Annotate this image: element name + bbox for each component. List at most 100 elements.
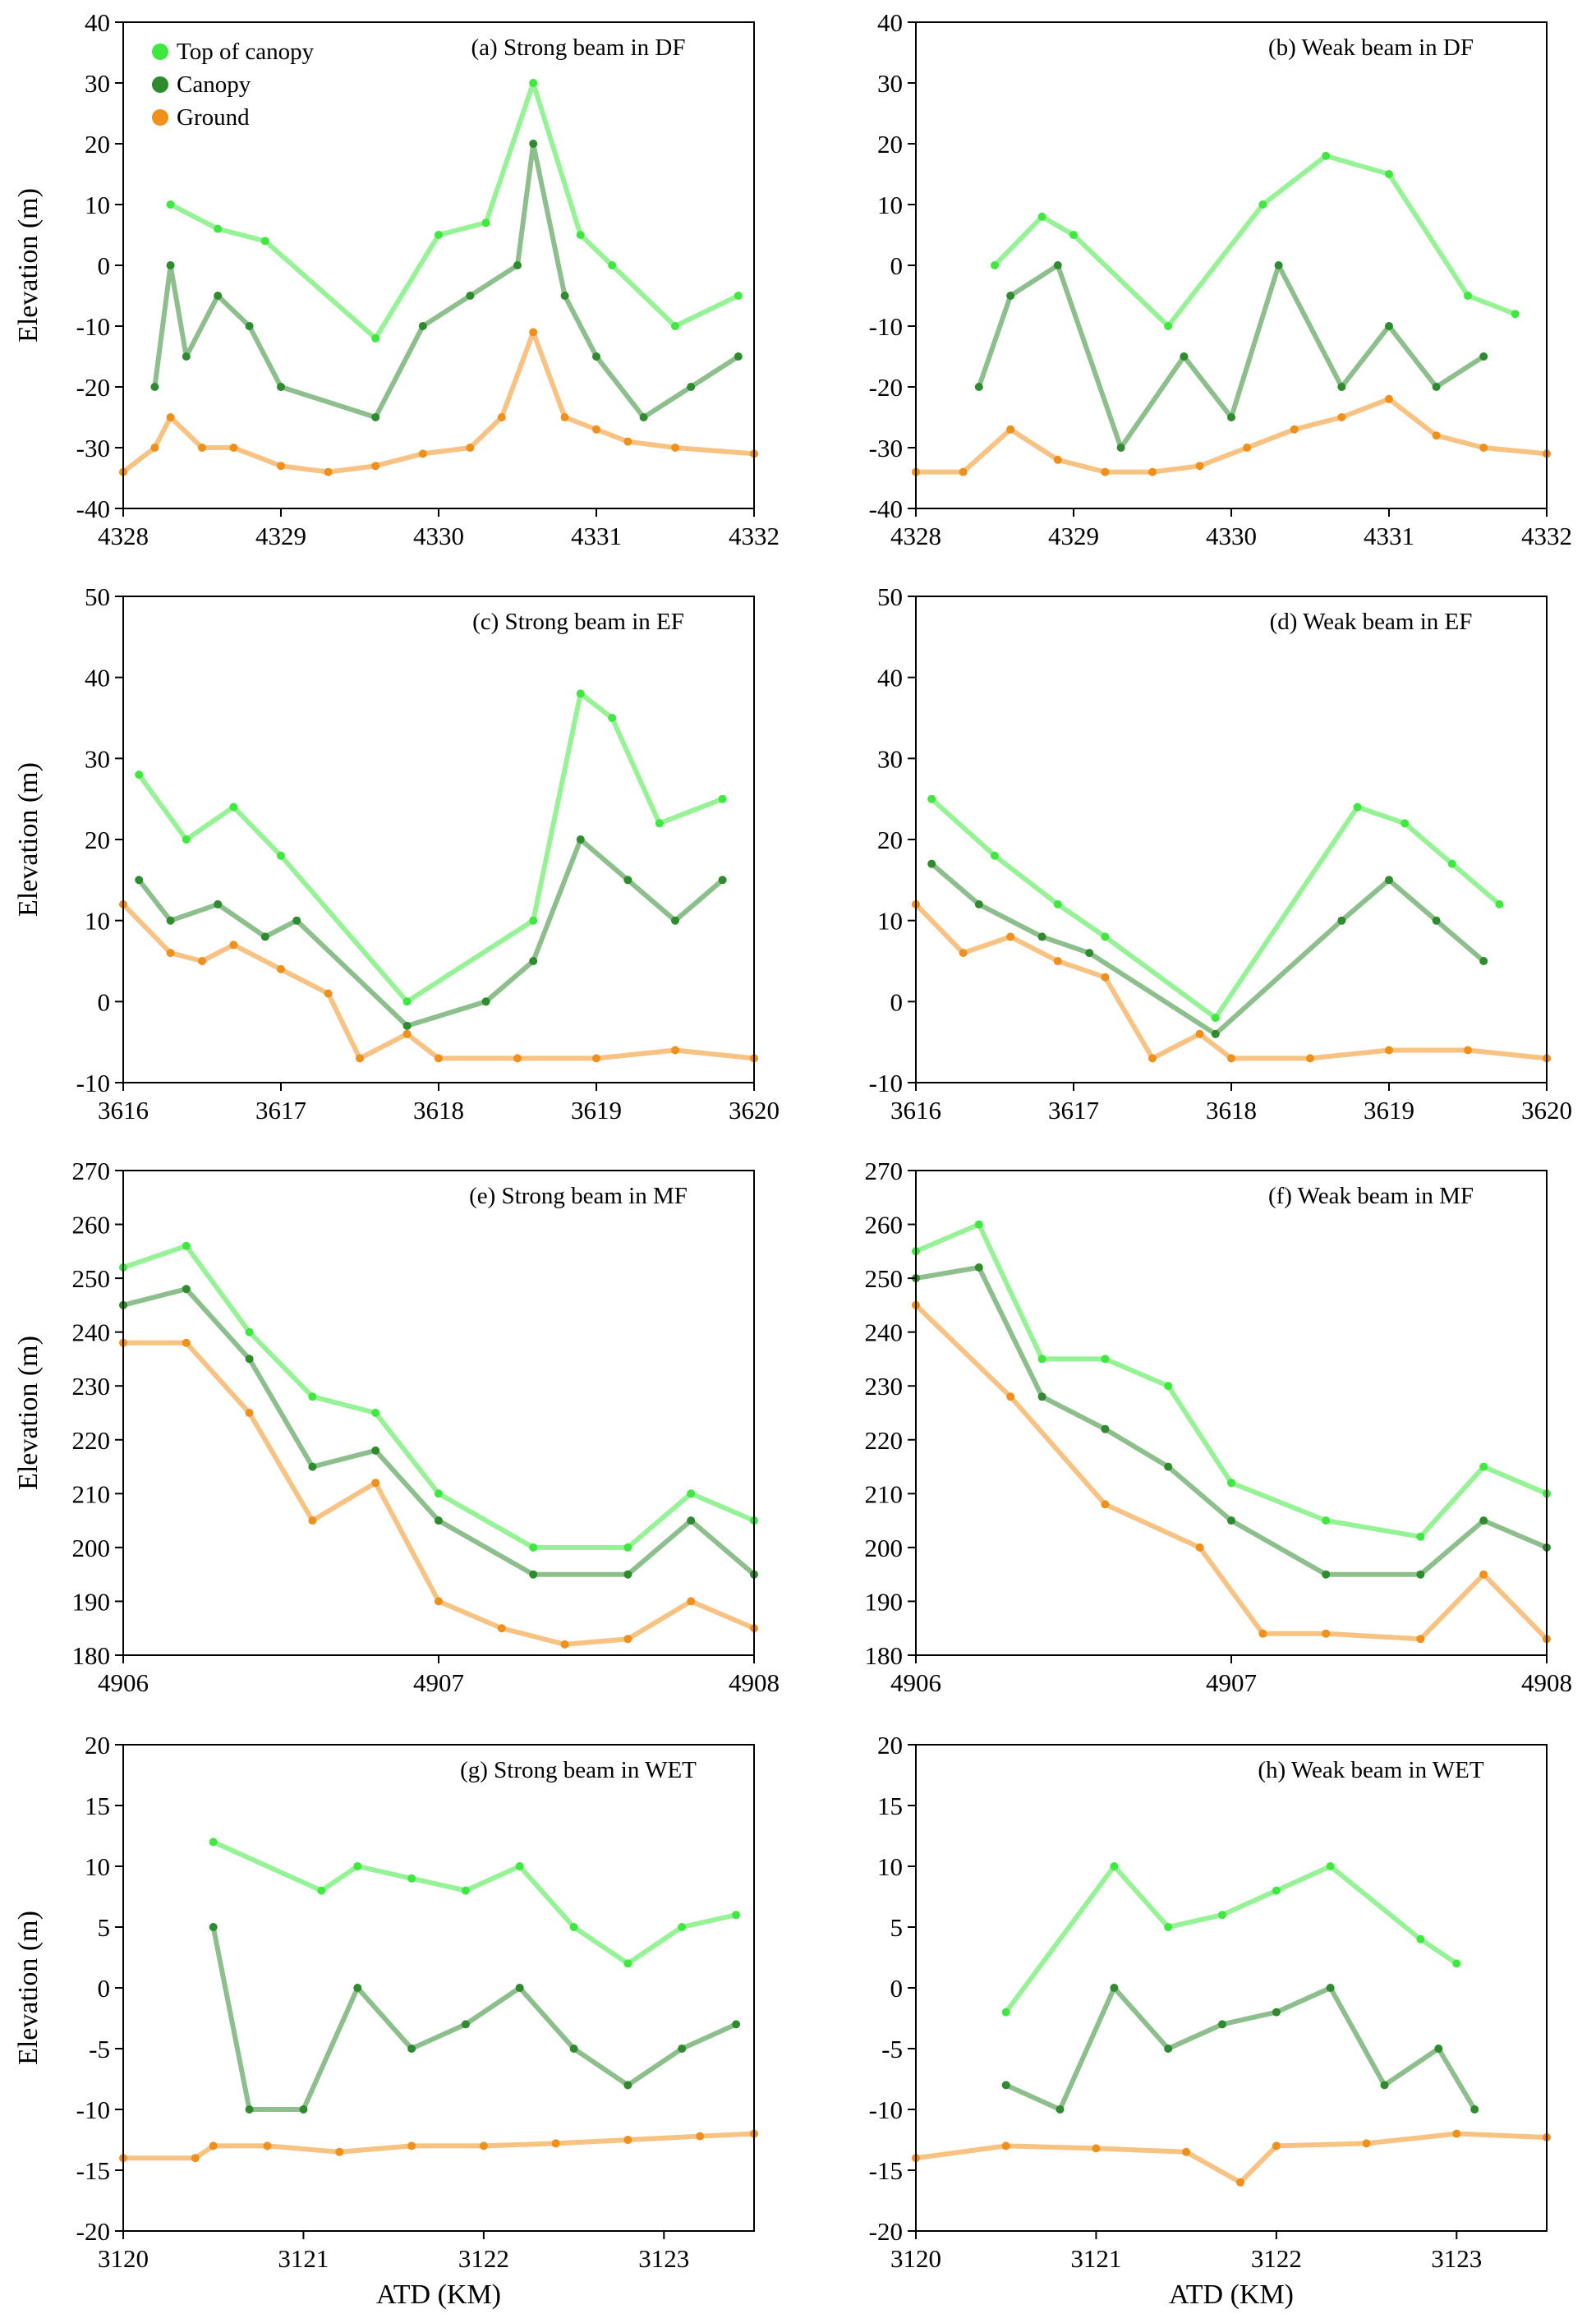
data-point — [229, 941, 238, 950]
plot-area — [912, 151, 1551, 476]
y-tick-label: 0 — [890, 251, 904, 280]
data-point — [1227, 413, 1235, 421]
data-point — [1326, 1862, 1335, 1870]
y-tick-label: -10 — [76, 1069, 110, 1097]
data-point — [1337, 916, 1346, 925]
y-tick-label: -5 — [881, 2035, 903, 2063]
y-tick-label: 180 — [865, 1641, 904, 1670]
x-tick-label: 4330 — [1206, 522, 1257, 550]
data-point — [1101, 973, 1110, 982]
data-point — [732, 2020, 741, 2029]
data-point — [135, 876, 144, 885]
data-point — [1272, 1886, 1281, 1895]
data-point — [166, 916, 175, 925]
data-point — [1385, 1046, 1393, 1055]
data-point — [324, 989, 333, 998]
plot-area — [119, 689, 758, 1063]
x-tick-label: 3120 — [98, 2244, 149, 2273]
series-trace — [1005, 1985, 1477, 2112]
data-point — [497, 413, 506, 421]
data-point — [277, 851, 285, 860]
data-point — [229, 444, 238, 452]
data-point — [497, 1624, 506, 1633]
y-tick-label: 20 — [877, 130, 903, 159]
panel-f: 180 190 200 210 220 230 240 250 260 270 4906 4907 49… — [865, 1157, 1573, 1697]
data-point — [182, 352, 191, 361]
data-point — [576, 231, 585, 239]
data-point — [1272, 2008, 1281, 2017]
data-point — [1053, 957, 1062, 965]
data-point — [696, 2132, 705, 2141]
panel-title: (g) Strong beam in WET — [460, 1757, 697, 1783]
data-point — [371, 462, 380, 471]
data-point — [734, 292, 743, 300]
x-tick-label: 3123 — [1431, 2244, 1482, 2273]
data-point — [277, 964, 285, 973]
data-point — [1416, 1532, 1425, 1541]
data-point — [687, 383, 696, 391]
series-canopy — [912, 1263, 1551, 1579]
data-point — [1001, 2081, 1010, 2090]
series-trace — [916, 396, 1548, 475]
x-axis-label: ATD (KM) — [1169, 2279, 1294, 2310]
y-tick-label: -15 — [869, 2156, 903, 2185]
data-point — [479, 2141, 488, 2150]
data-point — [371, 413, 380, 421]
x-tick-label: 3121 — [278, 2244, 329, 2273]
data-point — [1479, 1516, 1488, 1525]
data-point — [576, 835, 585, 844]
y-tick-label: -20 — [869, 373, 903, 402]
panel-a: -40 -30 -20 -10 0 10 20 30 40 4328 4329 4330 4331 433… — [13, 8, 780, 550]
data-point — [1006, 932, 1015, 941]
data-point — [418, 322, 427, 330]
y-tick-label: 180 — [72, 1641, 111, 1670]
panel-title: (d) Weak beam in EF — [1270, 609, 1473, 635]
series-trace — [913, 902, 1548, 1061]
data-point — [1116, 444, 1125, 452]
panel-title: (c) Strong beam in EF — [472, 609, 684, 635]
data-point — [1227, 1516, 1235, 1525]
series-trace — [123, 2131, 755, 2161]
y-tick-label: -15 — [76, 2156, 110, 2185]
data-point — [1148, 467, 1157, 476]
series-trace — [122, 1286, 756, 1577]
series-canopy — [209, 1923, 741, 2114]
x-tick-label: 4908 — [729, 1668, 780, 1697]
data-point — [991, 261, 999, 269]
data-point — [1182, 2147, 1191, 2156]
data-point — [1227, 1054, 1235, 1063]
data-point — [529, 916, 538, 925]
y-tick-label: -10 — [869, 1069, 903, 1097]
y-tick-label: -40 — [76, 494, 110, 523]
series-trace — [136, 837, 724, 1028]
series-ground — [912, 2129, 1551, 2187]
data-point — [263, 2141, 272, 2150]
data-point — [371, 1409, 380, 1417]
data-point — [402, 997, 412, 1006]
data-point — [1479, 444, 1488, 452]
legend-label: Ground — [177, 104, 250, 131]
axes-frame — [915, 596, 1548, 1083]
data-point — [1148, 1054, 1157, 1063]
data-point — [1380, 2081, 1389, 2090]
data-point — [569, 1923, 578, 1931]
data-point — [1432, 916, 1441, 925]
data-point — [1101, 932, 1110, 941]
series-top-of-canopy — [927, 794, 1504, 1023]
data-point — [592, 425, 600, 434]
data-point — [1164, 322, 1173, 330]
y-tick-label: -10 — [76, 312, 110, 341]
y-tick-label: 270 — [865, 1157, 904, 1185]
data-point — [623, 1570, 632, 1579]
y-tick-label: -5 — [89, 2035, 110, 2063]
data-point — [974, 899, 983, 908]
data-point — [515, 1862, 524, 1870]
x-tick-label: 3619 — [1364, 1096, 1414, 1125]
data-point — [182, 835, 191, 844]
data-point — [569, 2045, 578, 2053]
series-trace — [992, 153, 1516, 329]
series-ground — [912, 394, 1551, 476]
data-point — [678, 1923, 687, 1931]
series-ground — [119, 328, 758, 476]
panel-d: -10 0 10 20 30 40 50 3616 3617 3618 3619 3620 (d) We… — [869, 582, 1572, 1125]
